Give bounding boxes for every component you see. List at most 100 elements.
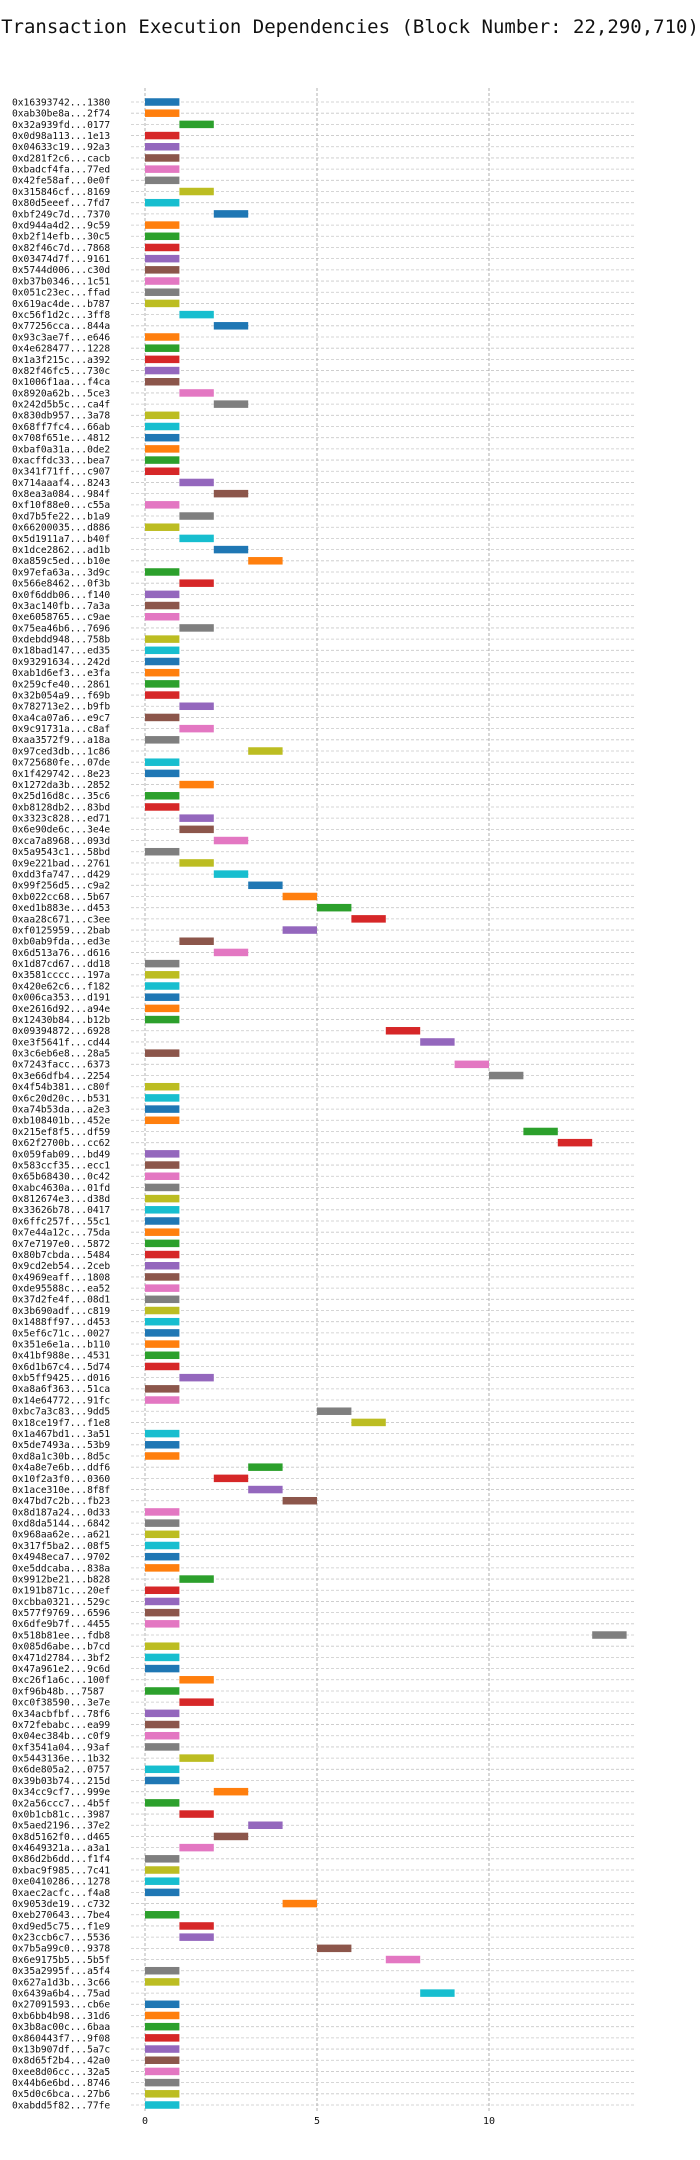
bar-0xdd3fa747...d429 (213, 870, 249, 878)
bar-0x97efa63a...3d9c (145, 568, 180, 576)
bar-0xe0410286...1278 (145, 1877, 180, 1885)
bar-0x4a8e7e6b...ddf6 (248, 1463, 283, 1471)
bar-0x42fe58af...0e0f (145, 176, 180, 185)
bar-0xabc4630a...01fd (145, 1183, 180, 1192)
y-tick-label: 0xa4ca07a6...e9c7 (12, 713, 110, 724)
y-tick-label: 0x16393742...1380 (12, 97, 110, 108)
y-tick-label: 0x27091593...cb6e (12, 2000, 110, 2011)
y-tick-label: 0x72febabc...ea99 (12, 1720, 110, 1731)
y-tick-label: 0x9cd2eb54...2ceb (12, 1261, 110, 1272)
y-tick-label: 0x04ec384b...c0f9 (12, 1731, 110, 1742)
y-tick-label: 0xe0410286...1278 (12, 1877, 110, 1888)
y-tick-label: 0x18ce19f7...f1e8 (12, 1418, 110, 1429)
y-tick-label: 0xf10f88e0...c55a (12, 500, 110, 511)
y-tick-label: 0x39b03b74...215d (12, 1776, 110, 1787)
y-tick-label: 0x23ccb6c7...5536 (12, 1933, 110, 1944)
y-tick-label: 0x006ca353...d191 (12, 993, 110, 1004)
y-tick-label: 0xaa28c671...c3ee (12, 914, 110, 925)
bar-0x44b6e6bd...8746 (145, 2078, 180, 2087)
bar-0xacffdc33...bea7 (145, 456, 180, 464)
y-tick-label: 0x6d1b67c4...5d74 (12, 1362, 110, 1373)
y-tick-label: 0xdd3fa747...d429 (12, 870, 110, 881)
bar-0xe3f5641f...cd44 (420, 1038, 455, 1046)
bar-0xed1b883e...d453 (317, 903, 352, 912)
bar-0x351e6e1a...b110 (145, 1340, 180, 1348)
y-tick-label: 0x4969eaff...1808 (12, 1272, 110, 1283)
y-tick-label: 0x97ced3db...1c86 (12, 746, 110, 757)
bar-0xe5ddcaba...838a (145, 1564, 180, 1572)
y-tick-label: 0xc56f1d2c...3ff8 (12, 310, 110, 321)
y-tick-label: 0xe3f5641f...cd44 (12, 1037, 110, 1048)
bar-0x0f6ddb06...f140 (145, 590, 180, 599)
bar-0x7e7197e0...5872 (145, 1239, 180, 1248)
bar-0x317f5ba2...08f5 (145, 1541, 180, 1550)
bar-0x6c20d20c...b531 (145, 1094, 180, 1102)
bar-0xeb270643...7be4 (145, 1911, 180, 1919)
y-tick-label: 0xb0ab9fda...ed3e (12, 937, 110, 948)
y-tick-label: 0x97efa63a...3d9c (12, 567, 110, 578)
y-tick-label: 0x1f429742...8e23 (12, 769, 110, 780)
bar-0x3581cccc...197a (145, 971, 180, 979)
bar-0x77256cca...844a (213, 322, 249, 330)
y-tick-label: 0x34cc9cf7...999e (12, 1787, 110, 1798)
bar-0x8ea3a084...984f (213, 489, 249, 498)
bar-0x3ac140fb...7a3a (145, 601, 180, 610)
y-tick-label: 0x04633c19...92a3 (12, 142, 110, 153)
bar-0x8d5162f0...d465 (213, 1832, 249, 1841)
y-tick-label: 0x6e90de6c...3e4e (12, 825, 110, 836)
bar-0x32a939fd...0177 (179, 120, 214, 129)
bar-0x5443136e...1b32 (179, 1754, 214, 1762)
y-tick-label: 0xdebdd948...758b (12, 635, 110, 646)
bar-0xaec2acfc...f4a8 (145, 1888, 180, 1897)
bar-0x3b8ac00c...6baa (145, 2022, 180, 2031)
bar-0x242d5b5c...ca4f (213, 400, 249, 408)
y-tick-label: 0x9053de19...c732 (12, 1899, 110, 1910)
y-tick-label: 0x14e64772...91fc (12, 1395, 110, 1406)
bar-0x37d2fe4f...08d1 (145, 1295, 180, 1304)
y-tick-label: 0x47a961e2...9c6d (12, 1664, 110, 1675)
bar-0x4969eaff...1808 (145, 1273, 180, 1281)
bar-0x518b81ee...fdb8 (592, 1631, 627, 1639)
y-tick-label: 0x5ef6c71c...0027 (12, 1328, 110, 1339)
y-tick-label: 0x1a3f215c...a392 (12, 355, 110, 366)
bar-0xb37b0346...1c51 (145, 277, 180, 285)
y-tick-label: 0x4a8e7e6b...ddf6 (12, 1463, 110, 1474)
y-tick-label: 0x577f9769...6596 (12, 1608, 110, 1619)
bar-0x566e8462...0f3b (179, 579, 214, 587)
bar-0x9912be21...b828 (179, 1575, 214, 1583)
y-tick-label: 0xbc7a3c83...9dd5 (12, 1407, 110, 1418)
y-tick-label: 0x0d98a113...1e13 (12, 131, 110, 142)
bar-0x23ccb6c7...5536 (179, 1933, 214, 1941)
y-tick-label: 0xe5ddcaba...838a (12, 1563, 110, 1574)
bar-0xd281f2c6...cacb (145, 154, 180, 162)
y-tick-label: 0xb108401b...452e (12, 1116, 110, 1127)
bar-0x006ca353...d191 (145, 993, 180, 1001)
y-tick-label: 0x82f46fc5...730c (12, 366, 110, 377)
bar-0x72febabc...ea99 (145, 1720, 180, 1729)
y-tick-label: 0x13b907df...5a7c (12, 2044, 110, 2055)
y-tick-label: 0xe6058765...c9ae (12, 612, 110, 623)
y-tick-label: 0x6c20d20c...b531 (12, 1093, 110, 1104)
y-tick-label: 0x5443136e...1b32 (12, 1754, 110, 1765)
y-tick-label: 0x242d5b5c...ca4f (12, 400, 110, 411)
y-tick-label: 0x1dce2862...ad1b (12, 545, 110, 556)
y-tick-label: 0x35a2995f...a5f4 (12, 1966, 110, 1977)
bar-0xe2616d92...a94e (145, 1004, 180, 1013)
bar-0x82f46fc5...730c (145, 366, 180, 375)
bar-0x1a467bd1...3a51 (145, 1429, 180, 1438)
bar-0xc0f38590...3e7e (179, 1698, 214, 1706)
bar-0x9e221bad...2761 (179, 859, 214, 867)
y-tick-label: 0xc0f38590...3e7e (12, 1698, 110, 1709)
y-tick-label: 0x82f46c7d...7868 (12, 243, 110, 254)
bar-0xa4ca07a6...e9c7 (145, 713, 180, 722)
y-tick-label: 0x99f256d5...c9a2 (12, 881, 110, 892)
y-tick-label: 0xb6bb4b98...31d6 (12, 2011, 110, 2022)
bar-0x3c6eb6e8...28a5 (145, 1049, 180, 1057)
y-tick-label: 0x420e62c6...f182 (12, 981, 110, 992)
y-tick-label: 0x93291634...242d (12, 657, 110, 668)
y-tick-label: 0x708f651e...4812 (12, 433, 110, 444)
y-tick-label: 0x3ac140fb...7a3a (12, 601, 110, 612)
y-tick-label: 0x341f71ff...c907 (12, 467, 110, 478)
y-tick-label: 0x32b054a9...f69b (12, 690, 110, 701)
bar-0x33626b78...0417 (145, 1206, 180, 1214)
